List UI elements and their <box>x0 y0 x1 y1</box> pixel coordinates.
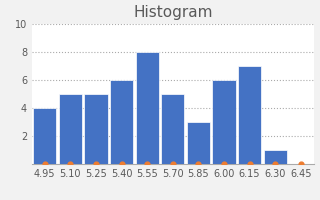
Bar <box>136 52 159 164</box>
Bar <box>212 80 236 164</box>
Title: Histogram: Histogram <box>133 5 212 20</box>
Point <box>68 162 73 166</box>
Bar <box>33 108 56 164</box>
Point <box>42 162 47 166</box>
Bar <box>187 122 210 164</box>
Bar <box>59 94 82 164</box>
Point <box>170 162 175 166</box>
Bar <box>264 150 287 164</box>
Point <box>298 162 303 166</box>
Bar <box>238 66 261 164</box>
Point <box>196 162 201 166</box>
Point <box>145 162 150 166</box>
Point <box>93 162 99 166</box>
Bar <box>110 80 133 164</box>
Point <box>221 162 227 166</box>
Point <box>247 162 252 166</box>
Bar <box>84 94 108 164</box>
Point <box>273 162 278 166</box>
Point <box>119 162 124 166</box>
Bar <box>161 94 184 164</box>
